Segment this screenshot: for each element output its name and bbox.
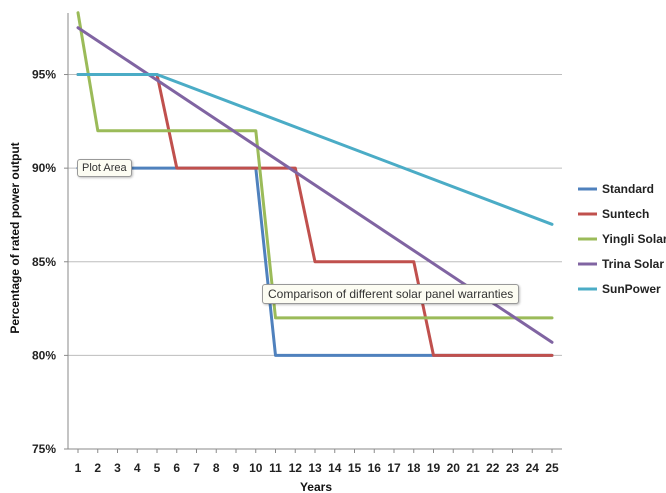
series-line-yingli-solar — [76, 11, 554, 320]
x-tick-label: 13 — [308, 461, 322, 475]
y-axis-title: Percentage of rated power output — [8, 142, 22, 333]
legend-label: Standard — [602, 182, 654, 196]
x-tick-label: 18 — [407, 461, 421, 475]
y-tick-label: 90% — [32, 161, 56, 175]
x-tick-label: 6 — [173, 461, 180, 475]
y-tick-label: 80% — [32, 348, 56, 362]
x-tick-label: 8 — [213, 461, 220, 475]
x-tick-label: 16 — [368, 461, 382, 475]
x-tick-label: 12 — [289, 461, 303, 475]
legend-label: Suntech — [602, 207, 649, 221]
x-axis-title: Years — [300, 480, 332, 493]
series-lines — [76, 11, 554, 357]
x-tick-label: 5 — [154, 461, 161, 475]
series-line-sunpower — [76, 73, 554, 226]
legend-label: Yingli Solar — [602, 232, 666, 246]
x-tick-label: 1 — [75, 461, 82, 475]
gridlines — [68, 74, 562, 356]
x-tick-label: 22 — [486, 461, 500, 475]
x-tick-label: 11 — [269, 461, 282, 475]
x-tick-label: 17 — [387, 461, 401, 475]
y-tick-label: 95% — [32, 68, 56, 82]
plot-area-tooltip: Plot Area — [77, 159, 132, 177]
axes: 75%80%85%90%95%1 2 3 4 5 6 7 8 9 10 11 12 13 14 15 16 17… — [32, 13, 562, 475]
x-tick-label: 24 — [526, 461, 540, 475]
x-tick-label: 23 — [506, 461, 520, 475]
x-tick-label: 4 — [134, 461, 141, 475]
x-tick-label: 21 — [466, 461, 480, 475]
x-tick-label: 20 — [447, 461, 461, 475]
y-tick-label: 85% — [32, 255, 56, 269]
chart-title-tooltip: Comparison of different solar panel warr… — [262, 284, 520, 304]
y-tick-label: 75% — [32, 442, 56, 456]
legend: Standard Suntech Yingli Solar Trina Solar Su… — [578, 182, 666, 296]
x-tick-label: 2 — [94, 461, 101, 475]
legend-label: Trina Solar — [602, 257, 664, 271]
x-tick-label: 15 — [348, 461, 362, 475]
x-tick-label: 25 — [545, 461, 559, 475]
legend-label: SunPower — [602, 282, 661, 296]
x-tick-label: 3 — [114, 461, 121, 475]
series-line-suntech — [76, 73, 554, 357]
x-tick-label: 19 — [427, 461, 441, 475]
x-tick-label: 14 — [328, 461, 342, 475]
x-tick-label: 10 — [249, 461, 263, 475]
x-tick-label: 9 — [233, 461, 240, 475]
x-tick-label: 7 — [193, 461, 200, 475]
